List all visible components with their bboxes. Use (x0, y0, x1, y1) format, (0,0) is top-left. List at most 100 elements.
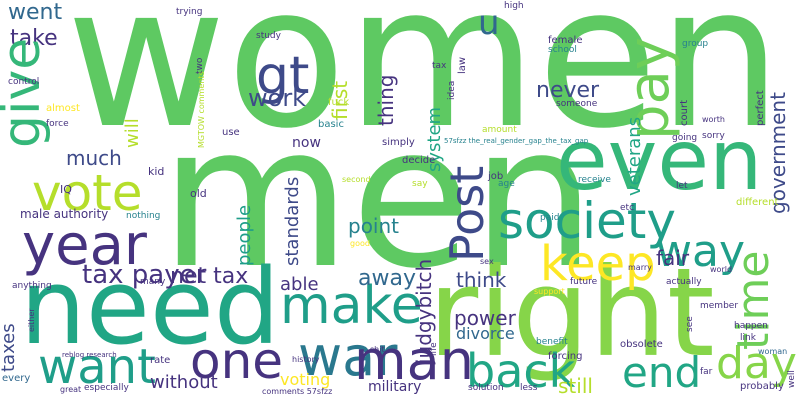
word-force: force (46, 119, 69, 129)
word-trying: trying (176, 7, 203, 17)
word-future: future (570, 277, 598, 287)
word-able: able (280, 274, 319, 295)
word-different: different (736, 197, 779, 208)
word-tax: tax (432, 61, 447, 71)
word-rate: rate (150, 355, 171, 366)
word-society: society (498, 192, 676, 250)
word-marry: marry (628, 263, 652, 272)
word-life: life (429, 342, 439, 356)
word-need: need (20, 246, 280, 368)
word-one: one (190, 332, 284, 390)
word-almost: almost (46, 103, 80, 114)
word-court: court (679, 100, 690, 126)
word-taxes: taxes (0, 323, 19, 372)
word-keep: keep (540, 236, 656, 292)
word-sorry: sorry (702, 131, 725, 141)
word-worth: worth (702, 115, 725, 124)
word-well: well (787, 370, 797, 388)
word-iq: IQ (60, 183, 72, 196)
word-take: take (10, 26, 58, 51)
word-see: see (685, 316, 695, 332)
word-decide: decide (402, 155, 436, 166)
word-receive: receive (578, 175, 611, 185)
word-gap-link: 57sfzz the_real_gender_gap_the_tax_gap (444, 137, 589, 145)
word-military: military (368, 379, 422, 395)
word-end: end (622, 348, 702, 397)
word-reblog-research: reblog research (62, 351, 117, 359)
word-solution: solution (468, 383, 504, 393)
word-fair: fair (656, 246, 690, 270)
word-veterans: veterans (624, 116, 645, 196)
word-year: year (22, 213, 147, 278)
word-right: right (428, 242, 715, 384)
word-anything: anything (12, 281, 52, 291)
word-fuck: fuck (328, 97, 350, 108)
word-will: will (122, 118, 143, 148)
word-want: want (38, 339, 156, 395)
word-idea: idea (447, 80, 457, 100)
word-second: second (342, 175, 371, 184)
word-actually: actually (666, 277, 702, 287)
word-give: give (0, 37, 52, 148)
word-nothing: nothing (126, 211, 161, 221)
word-never: never (536, 78, 600, 103)
word-benefit: benefit (536, 337, 568, 347)
word-someone: someone (556, 99, 598, 109)
word-u: u (478, 3, 500, 43)
word-probably: probably (740, 381, 784, 392)
word-member: member (700, 301, 739, 311)
word-standards: standards (282, 176, 303, 266)
word-thing: thing (374, 74, 398, 126)
word-war: war (298, 325, 398, 388)
word-amount: amount (482, 125, 517, 135)
word-age: age (498, 179, 515, 189)
word-net-tax: net tax (170, 264, 249, 289)
word-etc: etc (620, 203, 635, 213)
word-old: old (190, 187, 207, 200)
word-government: government (766, 92, 790, 214)
word-law: law (457, 56, 468, 74)
word-paid: paid (540, 213, 560, 223)
word-kid: kid (148, 165, 165, 178)
word-divorce: divorce (456, 324, 515, 343)
word-day: day (716, 338, 797, 389)
word-people: people (234, 204, 255, 266)
word-high: high (504, 1, 524, 11)
word-basic: basic (318, 119, 344, 130)
word-say: say (412, 179, 428, 189)
word-let: let (676, 181, 688, 191)
word-world: world (710, 265, 733, 274)
word-obsolete: obsolete (620, 339, 663, 350)
word-comments-57sfzz: comments 57sfzz (262, 387, 333, 396)
word-female: female (548, 35, 583, 46)
word-still: still (558, 374, 593, 398)
word-man: man (354, 329, 474, 392)
word-away: away (358, 266, 416, 291)
word-power: power (454, 306, 516, 330)
word-work: work (248, 84, 307, 112)
word-think: think (456, 268, 507, 292)
word-job: job (488, 171, 504, 182)
word-going: going (672, 133, 698, 143)
word-far: far (700, 367, 713, 377)
word-point: point (348, 214, 400, 238)
word-sex: sex (480, 257, 494, 266)
word-back: back (466, 344, 576, 398)
word-vote: vote (32, 164, 143, 222)
word-much: much (66, 146, 122, 170)
word-male-authority: male authority (20, 207, 109, 221)
word-control: control (8, 77, 40, 87)
word-less: less (520, 383, 538, 393)
word-make: make (280, 276, 423, 336)
word-history: history (292, 355, 320, 364)
word-many: many (140, 277, 166, 287)
word-use: use (222, 127, 240, 138)
word-woman: woman (758, 347, 788, 356)
word-link: link (740, 333, 756, 343)
word-men: men (160, 84, 596, 312)
word-forcing: forcing (548, 351, 583, 362)
word-happen: happen (734, 321, 768, 331)
word-women: women (66, 0, 782, 172)
word-great: great (60, 385, 82, 394)
